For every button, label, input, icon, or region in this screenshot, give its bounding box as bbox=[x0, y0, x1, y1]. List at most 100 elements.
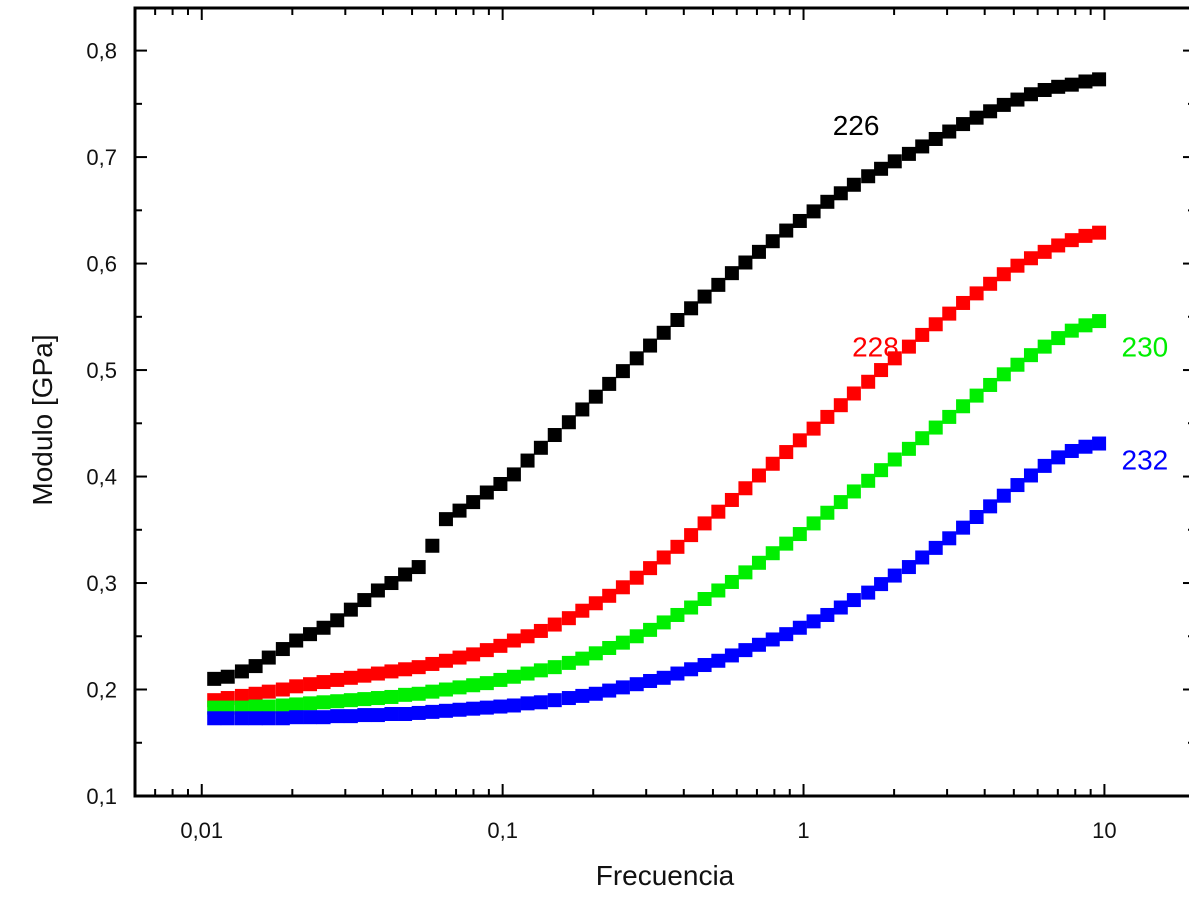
data-point bbox=[370, 583, 385, 598]
data-point bbox=[697, 592, 712, 606]
data-point bbox=[643, 338, 658, 353]
data-point bbox=[343, 602, 358, 617]
data-point bbox=[1092, 225, 1107, 240]
data-point bbox=[697, 289, 712, 304]
y-tick-label: 0,4 bbox=[86, 465, 117, 490]
data-point bbox=[1092, 314, 1107, 329]
data-point bbox=[438, 682, 453, 697]
data-point bbox=[684, 528, 699, 543]
data-point bbox=[220, 700, 235, 715]
data-point bbox=[629, 570, 644, 585]
data-point bbox=[738, 481, 753, 496]
data-point bbox=[493, 672, 508, 687]
data-point bbox=[261, 699, 276, 714]
data-point bbox=[670, 666, 685, 681]
data-point bbox=[330, 613, 345, 628]
data-point bbox=[1023, 251, 1038, 266]
data-point bbox=[928, 420, 943, 435]
data-point bbox=[398, 707, 413, 722]
data-point bbox=[833, 186, 848, 201]
data-point bbox=[684, 662, 699, 677]
data-point bbox=[887, 351, 902, 366]
data-point bbox=[261, 711, 276, 726]
data-point bbox=[1010, 92, 1025, 107]
data-point bbox=[520, 453, 535, 468]
data-point bbox=[316, 675, 331, 690]
data-point bbox=[275, 642, 290, 657]
data-point bbox=[751, 244, 766, 259]
data-point bbox=[438, 703, 453, 718]
x-tick-label: 1 bbox=[797, 818, 809, 843]
data-point bbox=[207, 671, 222, 686]
data-point bbox=[711, 277, 726, 292]
data-point bbox=[303, 696, 318, 711]
data-point bbox=[289, 633, 304, 648]
data-point bbox=[303, 627, 318, 642]
data-point bbox=[506, 633, 521, 648]
data-point bbox=[533, 623, 548, 638]
y-tick-label: 0,5 bbox=[86, 358, 117, 383]
data-point bbox=[234, 688, 249, 703]
data-point bbox=[275, 682, 290, 697]
data-point bbox=[588, 686, 603, 701]
y-tick-label: 0,6 bbox=[86, 252, 117, 277]
data-point bbox=[806, 614, 821, 629]
data-point bbox=[275, 698, 290, 713]
data-point bbox=[874, 463, 889, 478]
data-point bbox=[1078, 439, 1093, 454]
data-point bbox=[996, 367, 1011, 382]
data-point bbox=[425, 538, 440, 553]
y-tick-label: 0,7 bbox=[86, 145, 117, 170]
data-point bbox=[343, 693, 358, 708]
x-axis-title: Frecuencia bbox=[596, 860, 735, 891]
data-point bbox=[466, 701, 481, 716]
data-point bbox=[248, 699, 263, 714]
data-point bbox=[887, 568, 902, 583]
data-point bbox=[1078, 228, 1093, 243]
data-point bbox=[398, 687, 413, 702]
data-point bbox=[289, 679, 304, 694]
data-point bbox=[643, 622, 658, 637]
data-point bbox=[411, 686, 426, 701]
data-point bbox=[261, 684, 276, 699]
data-point bbox=[901, 560, 916, 575]
data-point bbox=[724, 266, 739, 281]
data-point bbox=[493, 699, 508, 714]
data-point bbox=[765, 234, 780, 249]
data-point bbox=[1051, 331, 1066, 346]
data-point bbox=[969, 110, 984, 125]
x-tick-label: 0,1 bbox=[487, 818, 518, 843]
data-point bbox=[779, 445, 794, 460]
x-axis-ticks: 0,01 0,1 1 10 bbox=[134, 8, 1117, 843]
data-point bbox=[303, 710, 318, 725]
data-point bbox=[779, 536, 794, 551]
data-point bbox=[398, 662, 413, 677]
data-point bbox=[330, 672, 345, 687]
series-labels: 226 228 230 232 bbox=[833, 110, 1169, 475]
data-point bbox=[996, 97, 1011, 112]
data-point bbox=[874, 363, 889, 378]
data-point bbox=[1023, 87, 1038, 102]
series-label-232: 232 bbox=[1122, 445, 1169, 476]
data-point bbox=[615, 364, 630, 379]
data-point bbox=[370, 708, 385, 723]
data-point bbox=[711, 504, 726, 519]
y-tick-label: 0,8 bbox=[86, 39, 117, 64]
data-point bbox=[1023, 348, 1038, 363]
data-point bbox=[615, 580, 630, 595]
data-point bbox=[996, 267, 1011, 282]
series-232 bbox=[207, 436, 1107, 726]
data-point bbox=[765, 632, 780, 647]
data-point bbox=[425, 684, 440, 699]
data-point bbox=[520, 629, 535, 644]
data-point bbox=[316, 620, 331, 635]
data-point bbox=[602, 683, 617, 698]
data-point bbox=[861, 585, 876, 600]
data-point bbox=[915, 431, 930, 446]
data-point bbox=[942, 306, 957, 321]
data-point bbox=[833, 495, 848, 510]
data-point bbox=[792, 527, 807, 542]
data-point bbox=[370, 691, 385, 706]
data-point bbox=[248, 659, 263, 674]
data-point bbox=[820, 607, 835, 622]
